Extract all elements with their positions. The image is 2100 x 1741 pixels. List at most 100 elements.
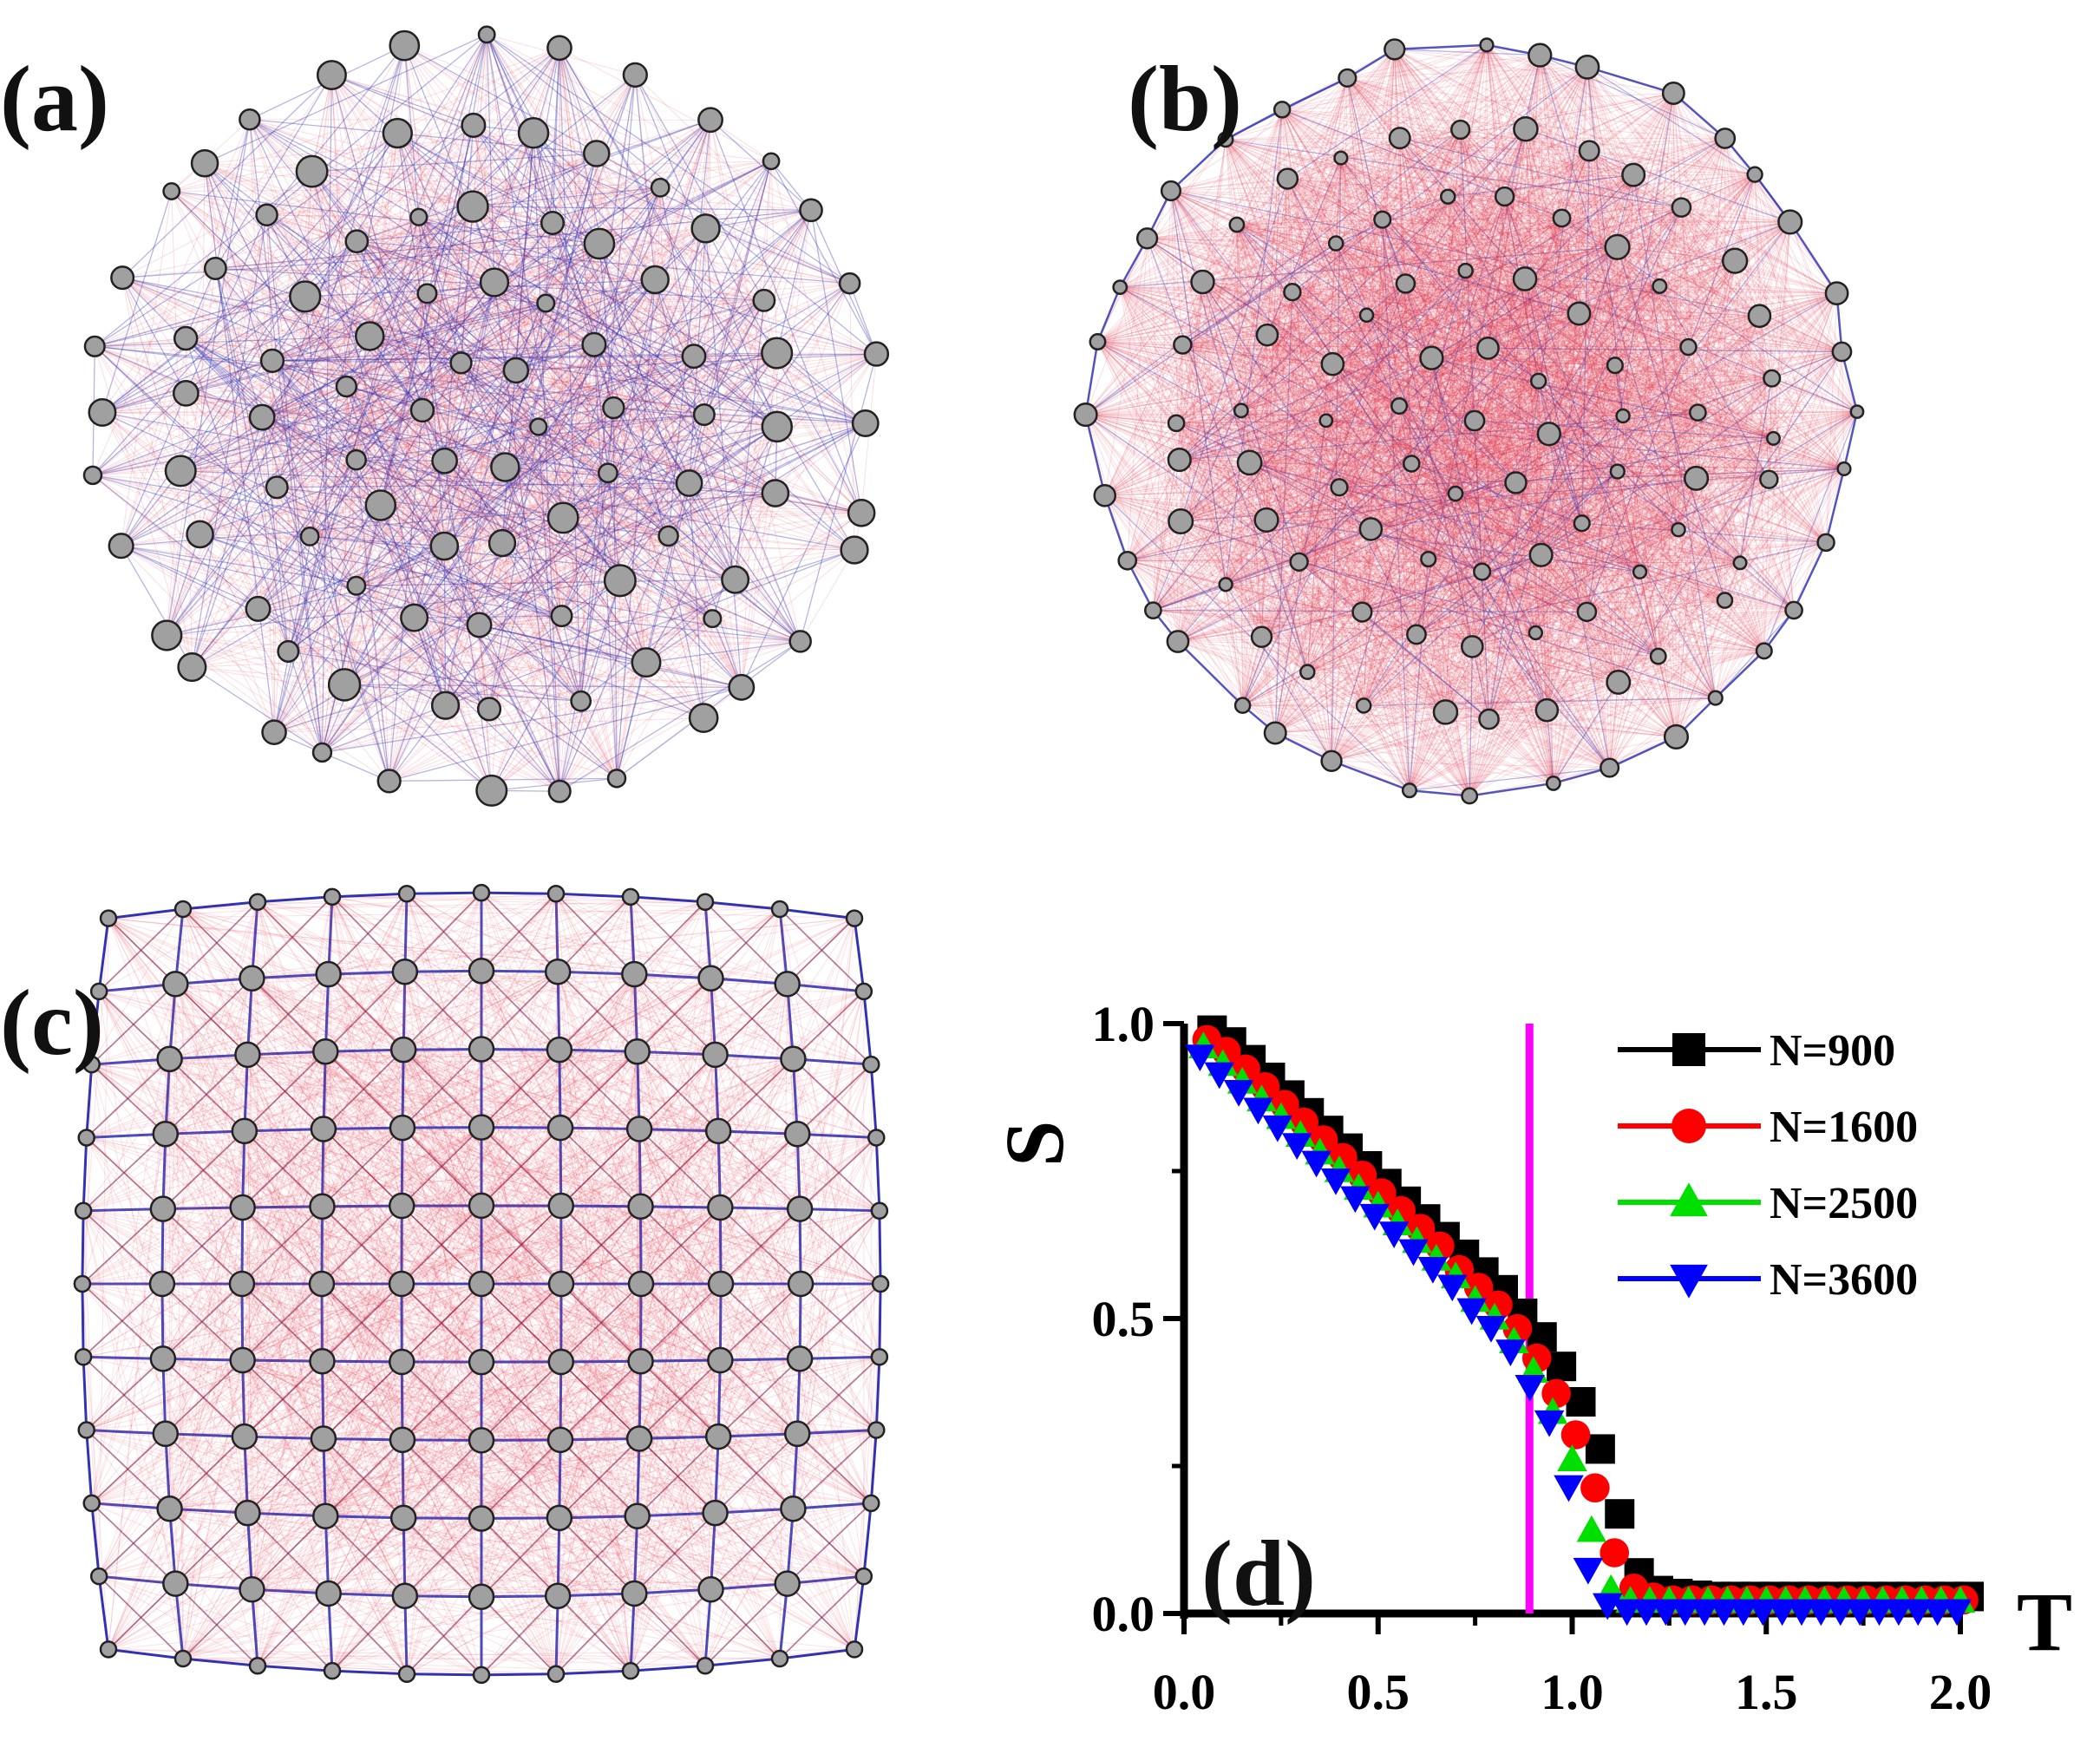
network-node [389, 1426, 416, 1454]
x-axis-title: T [2017, 1575, 2072, 1668]
data-point [1806, 1599, 1836, 1626]
network-node [77, 1129, 95, 1147]
network-node [255, 203, 278, 227]
network-node [376, 769, 402, 794]
network-node [1388, 127, 1411, 150]
panel-label-a: (a) [0, 48, 109, 151]
network-node [770, 1649, 789, 1668]
network-node [82, 465, 103, 486]
network-node [1763, 369, 1782, 388]
legend-label: N=900 [1770, 1026, 1895, 1076]
network-node [468, 958, 495, 985]
network-node [786, 1195, 814, 1222]
network-node [1512, 266, 1538, 291]
network-node [770, 900, 789, 919]
network-node [173, 1649, 193, 1668]
network-node [624, 1038, 651, 1065]
network-node [583, 140, 611, 167]
network-node [1747, 304, 1772, 329]
network-node [248, 893, 267, 911]
network-node [1173, 335, 1193, 355]
network-node [82, 1494, 101, 1513]
network-node [259, 348, 285, 374]
network-node [1528, 542, 1554, 567]
network-node [310, 1116, 337, 1142]
network-node [1401, 782, 1418, 799]
network-node [346, 575, 367, 596]
network-node [1576, 601, 1598, 623]
network-node [1228, 216, 1246, 233]
network-node [409, 207, 429, 226]
network-node [867, 1129, 886, 1147]
network-node [752, 288, 776, 312]
data-point [1844, 1599, 1875, 1626]
network-node [468, 1348, 495, 1376]
network-node [295, 154, 329, 188]
network-node [389, 29, 421, 62]
network-node [1190, 269, 1215, 295]
network-node [681, 344, 707, 370]
network-node [156, 1045, 183, 1073]
network-node [1299, 664, 1316, 680]
network-node [1330, 478, 1349, 497]
network-node [1714, 128, 1737, 149]
x-tick-label: 0.5 [1347, 1664, 1410, 1720]
network-node [429, 531, 460, 561]
network-node [1320, 749, 1343, 772]
data-point [1748, 1599, 1778, 1626]
network-node [430, 691, 461, 720]
network-node [845, 909, 864, 927]
network-node [468, 1583, 495, 1610]
network-node [88, 397, 117, 427]
network-node [702, 1041, 729, 1069]
network-node [851, 409, 880, 437]
network-node [1093, 484, 1117, 507]
network-node [1478, 708, 1500, 730]
network-node [468, 1114, 495, 1141]
data-point [1557, 1444, 1587, 1471]
data-point [1541, 1378, 1571, 1409]
series-N=3600 [1185, 1044, 1972, 1626]
network-node [546, 885, 566, 903]
network-node [311, 742, 333, 763]
network-node [156, 1495, 183, 1522]
data-point [1378, 1221, 1410, 1248]
network-node [149, 1195, 177, 1222]
network-node [1529, 372, 1547, 389]
network-node [173, 325, 199, 351]
network-node [449, 351, 473, 375]
data-point [1204, 1062, 1234, 1090]
network-node [762, 152, 781, 171]
network-node [1504, 471, 1528, 494]
network-node [261, 719, 287, 745]
network-node [162, 182, 181, 200]
network-node [697, 1575, 724, 1603]
network-node [89, 1567, 108, 1586]
network-node [152, 1120, 180, 1148]
network-node [1632, 564, 1648, 579]
panel-label-c: (c) [0, 972, 104, 1075]
network-node [786, 1345, 814, 1372]
network-node [231, 1117, 258, 1145]
network-node [1358, 517, 1384, 541]
network-node [1144, 601, 1162, 620]
data-point [1689, 1599, 1720, 1626]
network-node [1552, 208, 1572, 228]
network-node [382, 117, 413, 149]
network-node [277, 639, 300, 663]
network-node [309, 1193, 336, 1221]
network-node [231, 1423, 258, 1450]
network-node [239, 965, 265, 992]
network-node [1567, 301, 1592, 326]
network-node [1600, 757, 1620, 778]
network-node [323, 887, 342, 906]
data-point [1903, 1599, 1933, 1626]
network-node [696, 893, 715, 911]
network-node [1233, 697, 1252, 714]
data-point [1359, 1203, 1390, 1231]
network-node [838, 272, 861, 295]
network-node [1166, 630, 1190, 653]
network-node [355, 321, 385, 351]
data-point [1767, 1599, 1797, 1626]
data-point [1585, 1434, 1615, 1464]
